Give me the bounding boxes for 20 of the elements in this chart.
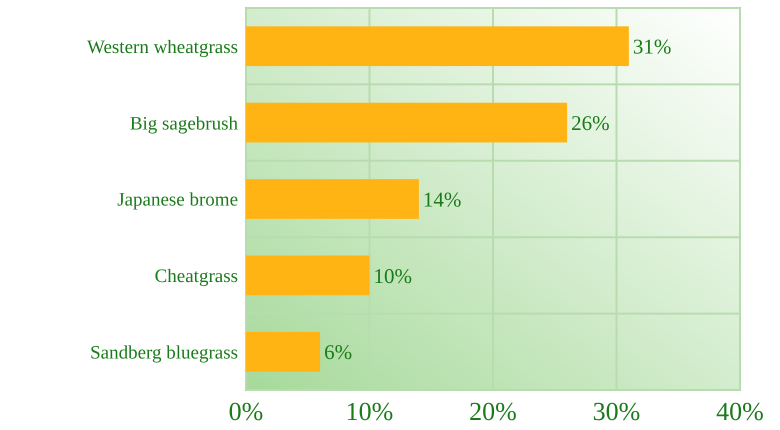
x-tick-label: 40% — [716, 397, 764, 426]
y-tick-label: Big sagebrush — [130, 113, 238, 134]
y-tick-label: Sandberg bluegrass — [90, 342, 238, 364]
x-tick-label: 30% — [592, 397, 640, 426]
y-tick-label: Cheatgrass — [154, 266, 238, 288]
y-tick-label: Western wheatgrass — [87, 36, 238, 58]
bar — [246, 179, 419, 219]
bar — [246, 256, 370, 296]
data-label: 10% — [374, 264, 412, 288]
y-tick-label: Japanese brome — [117, 190, 238, 211]
data-label: 31% — [632, 34, 672, 59]
bar — [246, 26, 629, 66]
bar — [246, 332, 320, 372]
x-tick-label: 20% — [469, 397, 517, 426]
x-tick-label: 0% — [228, 397, 264, 426]
data-label: 26% — [571, 110, 610, 135]
x-tick-label: 10% — [346, 397, 394, 426]
data-label: 14% — [422, 187, 462, 212]
bar — [246, 102, 568, 142]
data-label: 6% — [324, 340, 352, 364]
